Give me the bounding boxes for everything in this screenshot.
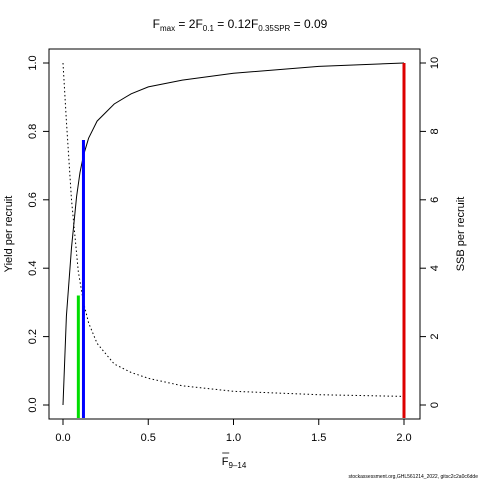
y-right-tick-label: 0 bbox=[429, 402, 441, 408]
y-axis-right-title: SSB per recruit bbox=[455, 197, 467, 272]
y-right-tick-label: 4 bbox=[429, 265, 441, 271]
x-tick-label: 1.5 bbox=[311, 432, 326, 444]
y-left-tick-label: 0.0 bbox=[27, 397, 39, 412]
y-left-tick-label: 0.6 bbox=[27, 192, 39, 207]
y-right-tick-label: 10 bbox=[429, 57, 441, 69]
ssb-per-recruit-curve bbox=[62, 62, 405, 397]
y-right-tick-label: 2 bbox=[429, 334, 441, 340]
y-axis-right: 0 2 4 6 8 10 bbox=[419, 57, 441, 408]
plot-frame bbox=[48, 48, 421, 420]
x-axis: 0.0 0.5 1.0 1.5 2.0 bbox=[55, 418, 412, 444]
y-left-tick-label: 1.0 bbox=[27, 55, 39, 70]
y-left-tick-label: 0.8 bbox=[27, 124, 39, 139]
chart-title: Fmax = 2F0.1 = 0.12F0.35SPR = 0.09 bbox=[153, 17, 328, 33]
series-layer bbox=[62, 62, 405, 406]
reference-lines bbox=[76, 63, 406, 418]
y-axis-left-title: Yield per recruit bbox=[3, 196, 15, 273]
yield-per-recruit-curve bbox=[62, 62, 405, 406]
x-tick-label: 1.0 bbox=[226, 432, 241, 444]
y-right-tick-label: 8 bbox=[429, 128, 441, 134]
y-left-tick-label: 0.2 bbox=[27, 329, 39, 344]
x-axis-title: F9–14 bbox=[222, 456, 247, 470]
footer-credit: stockassessment.org,GHL561214_2022, gits… bbox=[348, 474, 478, 480]
y-axis-left: 0.0 0.2 0.4 0.6 0.8 1.0 bbox=[27, 55, 50, 413]
y-right-tick-label: 6 bbox=[429, 197, 441, 203]
y-left-tick-label: 0.4 bbox=[27, 261, 39, 276]
x-tick-label: 0.0 bbox=[55, 432, 70, 444]
x-tick-label: 0.5 bbox=[141, 432, 156, 444]
x-tick-label: 2.0 bbox=[396, 432, 411, 444]
